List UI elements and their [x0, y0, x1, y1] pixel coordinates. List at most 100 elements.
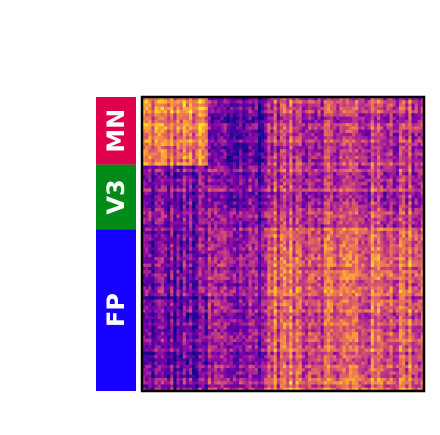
heatmap-cell	[308, 103, 312, 108]
heatmap-cell	[276, 201, 281, 206]
heatmap-cell	[345, 247, 350, 251]
heatmap-cell	[392, 152, 397, 157]
heatmap-cell	[220, 237, 224, 242]
heatmap-cell	[298, 149, 303, 153]
heatmap-cell	[398, 100, 403, 104]
heatmap-cell	[229, 270, 234, 274]
heatmap-cell	[201, 237, 206, 242]
heatmap-cell	[286, 165, 290, 170]
heatmap-cell	[370, 132, 375, 137]
heatmap-cell	[232, 97, 237, 101]
heatmap-cell	[257, 129, 262, 134]
heatmap-cell	[301, 250, 306, 255]
heatmap-cell	[229, 149, 234, 153]
heatmap-cell	[267, 270, 271, 274]
heatmap-cell	[370, 214, 375, 219]
heatmap-cell	[286, 188, 290, 193]
heatmap-cell	[330, 97, 334, 101]
heatmap-cell	[192, 168, 196, 173]
heatmap-cell	[392, 260, 397, 264]
heatmap-cell	[373, 240, 378, 245]
heatmap-cell	[279, 126, 284, 131]
heatmap-cell	[295, 136, 300, 140]
heatmap-cell	[179, 132, 184, 137]
heatmap-cell	[311, 247, 315, 251]
heatmap-cell	[154, 139, 159, 144]
heatmap-cell	[402, 136, 406, 140]
heatmap-cell	[242, 198, 246, 202]
heatmap-cell	[179, 136, 184, 140]
heatmap-cell	[355, 263, 359, 268]
heatmap-cell	[170, 168, 174, 173]
heatmap-cell	[308, 106, 312, 111]
heatmap-cell	[351, 257, 356, 261]
heatmap-cell	[261, 142, 265, 147]
heatmap-cell	[298, 263, 303, 268]
heatmap-cell	[251, 263, 256, 268]
heatmap-cell	[276, 204, 281, 209]
heatmap-cell	[389, 217, 394, 222]
heatmap-cell	[157, 191, 162, 196]
heatmap-cell	[317, 244, 321, 248]
heatmap-cell	[226, 247, 231, 251]
heatmap-cell	[273, 260, 278, 264]
heatmap-cell	[317, 230, 321, 235]
heatmap-cell	[195, 175, 199, 180]
heatmap-cell	[163, 155, 168, 160]
heatmap-cell	[408, 191, 412, 196]
heatmap-cell	[304, 162, 309, 166]
heatmap-cell	[389, 116, 394, 121]
heatmap-cell	[417, 185, 422, 189]
heatmap-cell	[185, 100, 190, 104]
heatmap-cell	[333, 175, 337, 180]
heatmap-cell	[298, 97, 303, 101]
heatmap-cell	[311, 273, 315, 278]
heatmap-cell	[330, 244, 334, 248]
heatmap-cell	[298, 136, 303, 140]
heatmap-cell	[245, 240, 249, 245]
heatmap-cell	[261, 191, 265, 196]
heatmap-cell	[207, 273, 212, 278]
heatmap-cell	[232, 244, 237, 248]
heatmap-cell	[333, 273, 337, 278]
heatmap-cell	[314, 123, 318, 127]
heatmap-cell	[336, 155, 340, 160]
heatmap-cell	[229, 247, 234, 251]
heatmap-cell	[220, 103, 224, 108]
heatmap-cell	[185, 185, 190, 189]
heatmap-cell	[295, 244, 300, 248]
heatmap-cell	[348, 100, 353, 104]
heatmap-cell	[173, 191, 177, 196]
heatmap-cell	[185, 139, 190, 144]
heatmap-cell	[236, 113, 240, 117]
heatmap-cell	[389, 260, 394, 264]
heatmap-cell	[364, 191, 368, 196]
heatmap-cell	[323, 234, 328, 238]
heatmap-cell	[261, 257, 265, 261]
heatmap-cell	[179, 185, 184, 189]
heatmap-cell	[358, 162, 362, 166]
heatmap-cell	[351, 126, 356, 131]
heatmap-cell	[361, 123, 365, 127]
heatmap-cell	[395, 149, 400, 153]
heatmap-cell	[380, 247, 384, 251]
heatmap-cell	[276, 116, 281, 121]
heatmap-cell	[236, 152, 240, 157]
heatmap-cell	[195, 119, 199, 124]
heatmap-cell	[351, 181, 356, 186]
heatmap-cell	[239, 234, 243, 238]
heatmap-cell	[333, 227, 337, 232]
heatmap-cell	[242, 97, 246, 101]
heatmap-cell	[304, 273, 309, 278]
heatmap-cell	[402, 198, 406, 202]
heatmap-cell	[304, 103, 309, 108]
heatmap-cell	[189, 100, 193, 104]
heatmap-cell	[408, 230, 412, 235]
heatmap-cell	[408, 175, 412, 180]
heatmap-cell	[333, 224, 337, 229]
heatmap-cell	[367, 240, 372, 245]
heatmap-cell	[342, 116, 347, 121]
heatmap-cell	[292, 240, 296, 245]
heatmap-cell	[417, 129, 422, 134]
heatmap-cell	[295, 97, 300, 101]
